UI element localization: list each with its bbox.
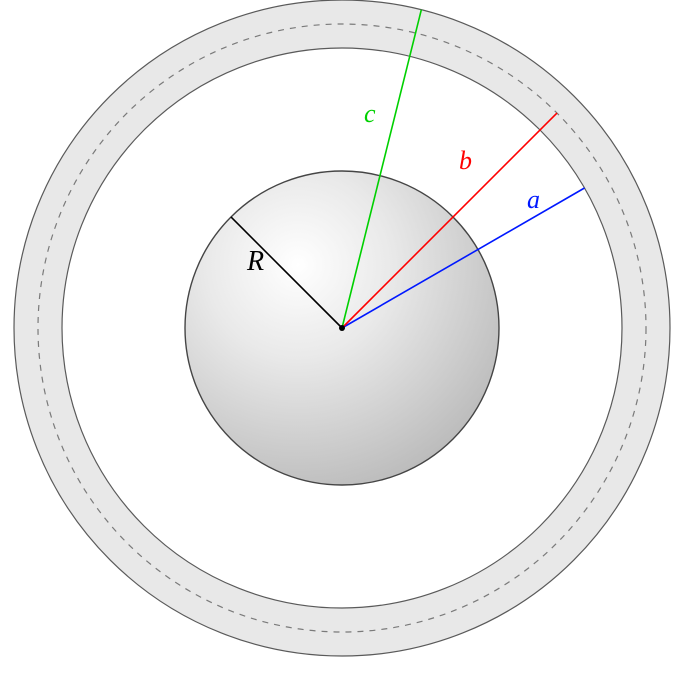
label-b: b — [459, 146, 472, 175]
center-dot — [339, 325, 345, 331]
label-a: a — [527, 185, 540, 214]
label-R_M: R — [246, 246, 264, 277]
label-c: c — [364, 99, 376, 128]
